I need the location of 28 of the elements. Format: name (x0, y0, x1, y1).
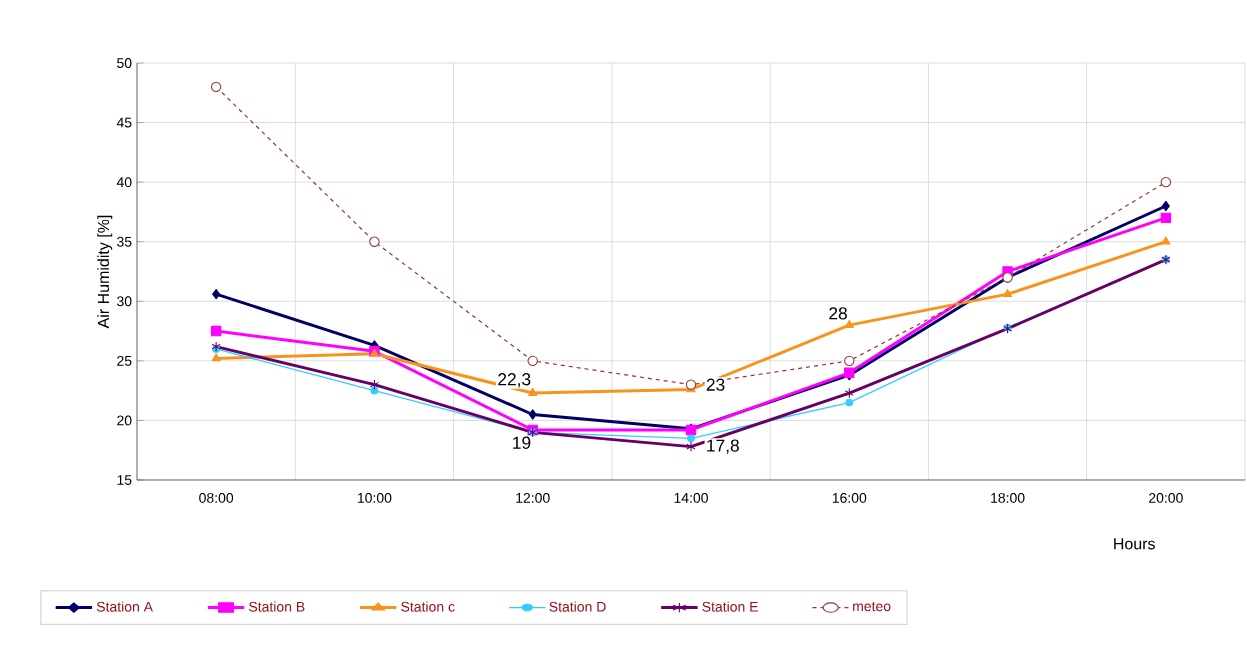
y-tick-label: 30 (117, 296, 132, 307)
legend-label: meteo (853, 602, 891, 612)
y-tick-label: 20 (117, 415, 132, 426)
y-tick-label: 45 (116, 117, 132, 128)
legend-label: Station E (702, 601, 758, 612)
y-tick-label: 50 (117, 58, 132, 68)
legend-label: Station B (249, 601, 305, 612)
y-tick-label: 25 (117, 355, 132, 366)
data-label: 28 (829, 307, 847, 320)
x-tick-label: 10:00 (357, 492, 392, 503)
data-label: 23 (706, 378, 725, 391)
y-tick-label: 40 (116, 177, 132, 188)
data-label: 17,8 (707, 439, 739, 454)
legend-label: Station A (96, 601, 153, 612)
legend-label: Station c (401, 601, 455, 612)
x-tick-label: 16:00 (832, 492, 867, 503)
x-tick-label: 18:00 (991, 492, 1025, 503)
x-tick-label: 14:00 (674, 492, 708, 503)
y-tick-label: 15 (117, 475, 132, 485)
x-axis-title: Hours (1114, 538, 1155, 550)
x-tick-label: 20:00 (1149, 492, 1183, 503)
legend-label: Station D (549, 601, 606, 612)
x-tick-label: 08:00 (199, 492, 234, 503)
x-tick-label: 12:00 (516, 492, 550, 503)
y-tick-label: 35 (117, 236, 132, 247)
y-axis-title: Air Humidity [%] (97, 215, 113, 329)
data-label: 19 (513, 436, 531, 449)
data-label: 22,3 (498, 373, 531, 388)
